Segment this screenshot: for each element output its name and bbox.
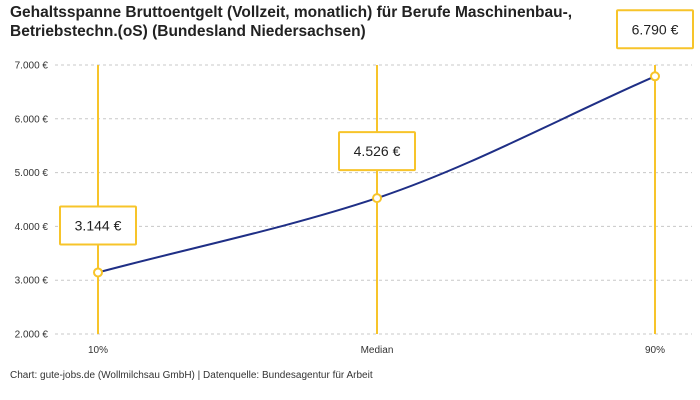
value-label: 4.526 € [354,143,401,159]
value-label-box [616,9,694,50]
x-tick-label: 10% [88,345,108,356]
y-tick-label: 3.000 € [15,276,49,287]
x-tick-label: Median [361,345,394,356]
y-tick-label: 4.000 € [15,222,49,233]
chart-title: Gehaltsspanne Bruttoentgelt (Vollzeit, m… [10,4,573,40]
y-axis: 2.000 € 3.000 € 4.000 € 5.000 € 6.000 € 7.000… [15,61,49,341]
data-points [93,71,660,278]
value-label: 3.144 € [75,217,122,233]
y-tick-label: 6.000 € [15,114,49,125]
y-tick-label: 7.000 € [15,61,49,72]
y-tick-label: 5.000 € [15,168,49,179]
data-point [93,267,103,278]
data-point [372,193,382,204]
y-tick-label: 2.000 € [15,330,49,341]
data-point [650,71,660,82]
value-label: 6.790 € [632,21,679,37]
chart-credit: Chart: gute-jobs.de (Wollmilchsau GmbH) … [10,370,373,381]
grid-lines [55,64,692,335]
value-labels: 3.144 € 4.526 € 6.790 € [59,9,694,246]
value-label-box [338,131,416,172]
value-label-box [59,205,137,246]
x-axis: 10% Median 90% [88,345,665,356]
x-tick-label: 90% [645,345,665,356]
